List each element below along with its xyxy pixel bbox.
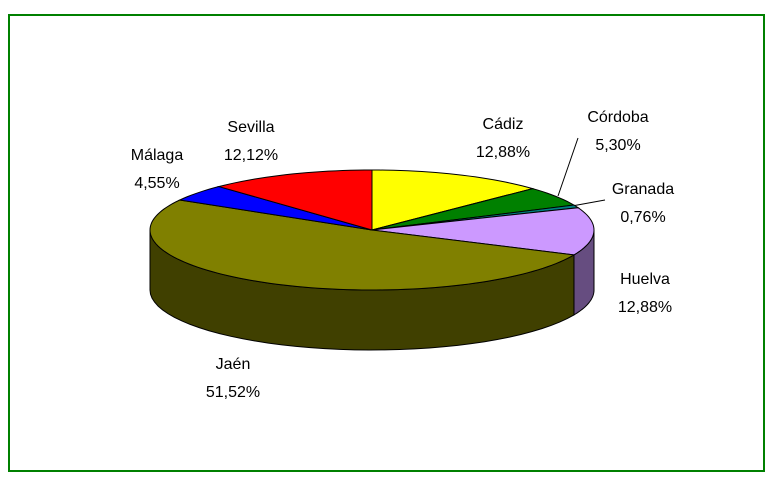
slice-label: Córdoba <box>587 109 648 126</box>
value-label: 0,76% <box>620 209 665 226</box>
slice-label: Huelva <box>620 271 670 288</box>
value-label: 5,30% <box>595 137 640 154</box>
slice-label: Sevilla <box>227 119 274 136</box>
slice <box>371 188 576 231</box>
value-label: 12,88% <box>618 299 672 316</box>
slice <box>371 207 595 256</box>
slice-label: Cádiz <box>483 116 524 133</box>
slice-label: Málaga <box>131 147 184 164</box>
slice <box>216 169 373 231</box>
slice <box>149 199 576 291</box>
slice <box>177 186 373 231</box>
value-label: 51,52% <box>206 384 260 401</box>
leader-line <box>571 199 606 207</box>
value-label: 12,88% <box>476 144 530 161</box>
slice-label: Jaén <box>216 356 251 373</box>
slice-label: Granada <box>612 181 674 198</box>
value-label: 12,12% <box>224 147 278 164</box>
slice <box>371 169 535 231</box>
value-label: 4,55% <box>134 175 179 192</box>
leader-line <box>557 137 579 197</box>
